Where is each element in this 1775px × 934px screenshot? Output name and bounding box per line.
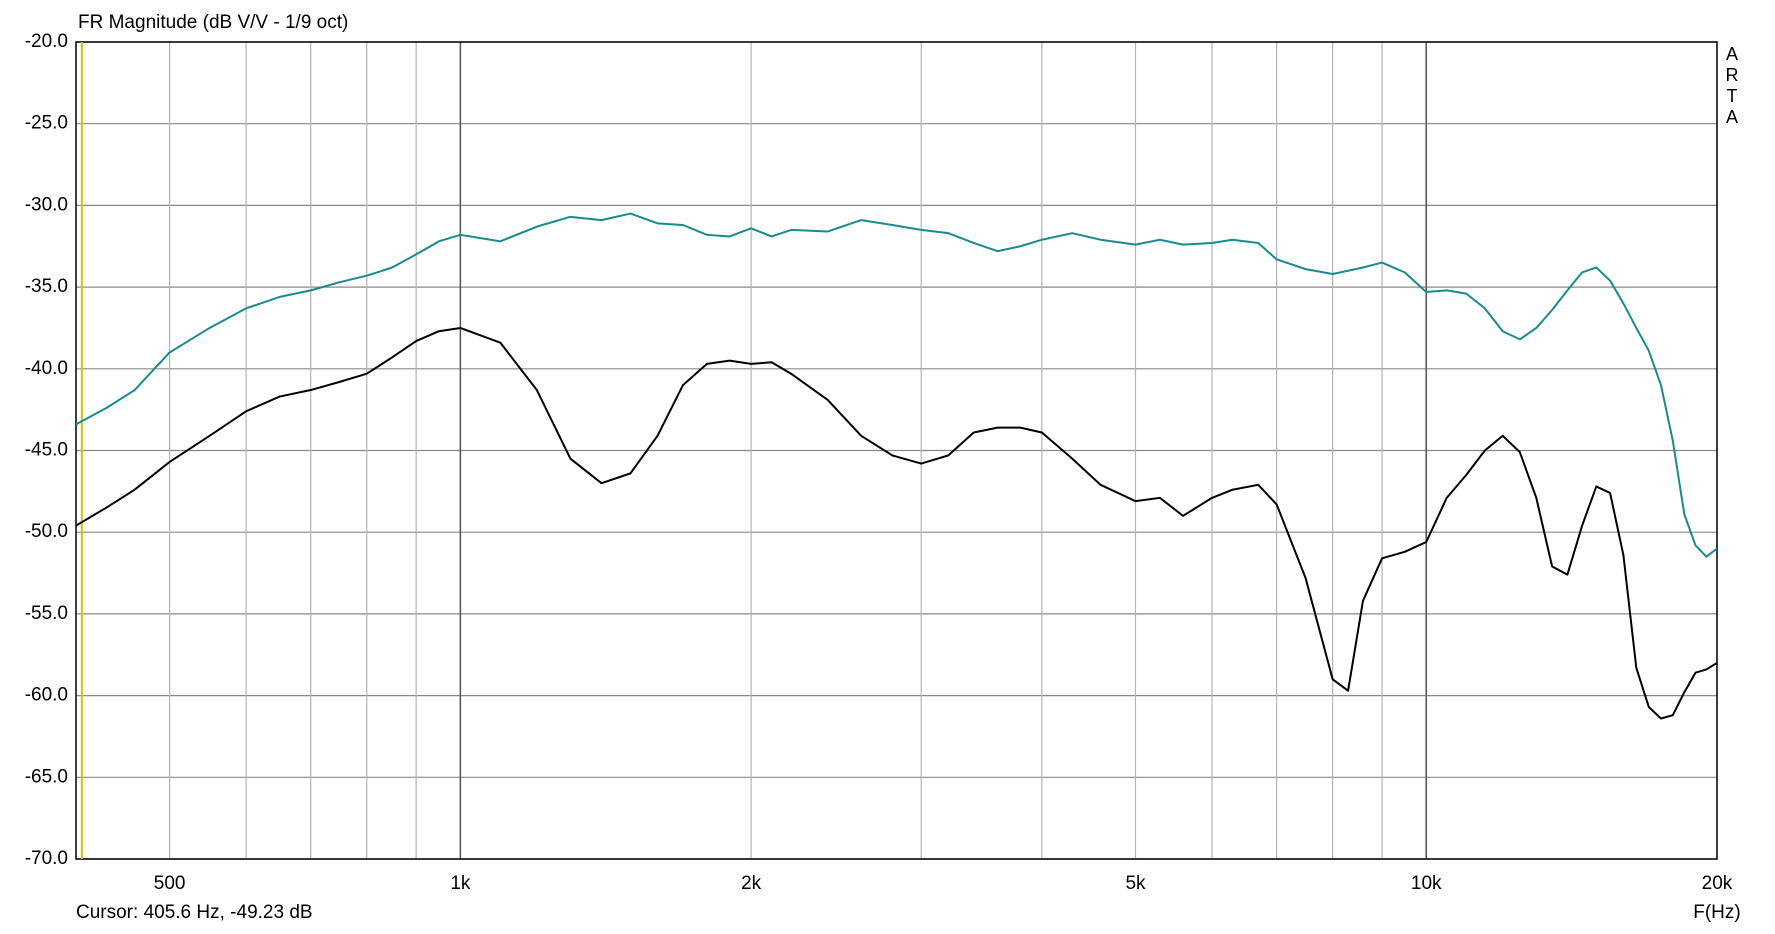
series-line — [75, 212, 1718, 558]
x-tick-label: 20k — [1702, 873, 1733, 894]
y-tick-label: -60.0 — [25, 685, 68, 706]
y-tick-label: -55.0 — [25, 603, 68, 624]
y-tick-label: -20.0 — [25, 31, 68, 52]
plot-frame — [75, 41, 1718, 860]
x-tick-label: 5k — [1125, 873, 1146, 894]
x-tick-label: 2k — [741, 873, 762, 894]
x-tick-label: 1k — [450, 873, 471, 894]
y-tick-label: -70.0 — [25, 848, 68, 869]
y-tick-label: -35.0 — [25, 276, 68, 297]
y-tick-label: -50.0 — [25, 521, 68, 542]
y-tick-label: -40.0 — [25, 358, 68, 379]
x-tick-label: 500 — [154, 873, 186, 894]
series-line — [75, 326, 1718, 720]
chart-title: FR Magnitude (dB V/V - 1/9 oct) — [78, 12, 348, 33]
x-tick-label: 10k — [1411, 873, 1442, 894]
y-tick-label: -45.0 — [25, 440, 68, 461]
y-tick-label: -65.0 — [25, 766, 68, 787]
watermark: ARTA — [1722, 44, 1742, 128]
y-tick-label: -25.0 — [25, 113, 68, 134]
x-axis-label: F(Hz) — [1693, 902, 1740, 923]
y-tick-label: -30.0 — [25, 194, 68, 215]
cursor-readout: Cursor: 405.6 Hz, -49.23 dB — [76, 902, 313, 923]
